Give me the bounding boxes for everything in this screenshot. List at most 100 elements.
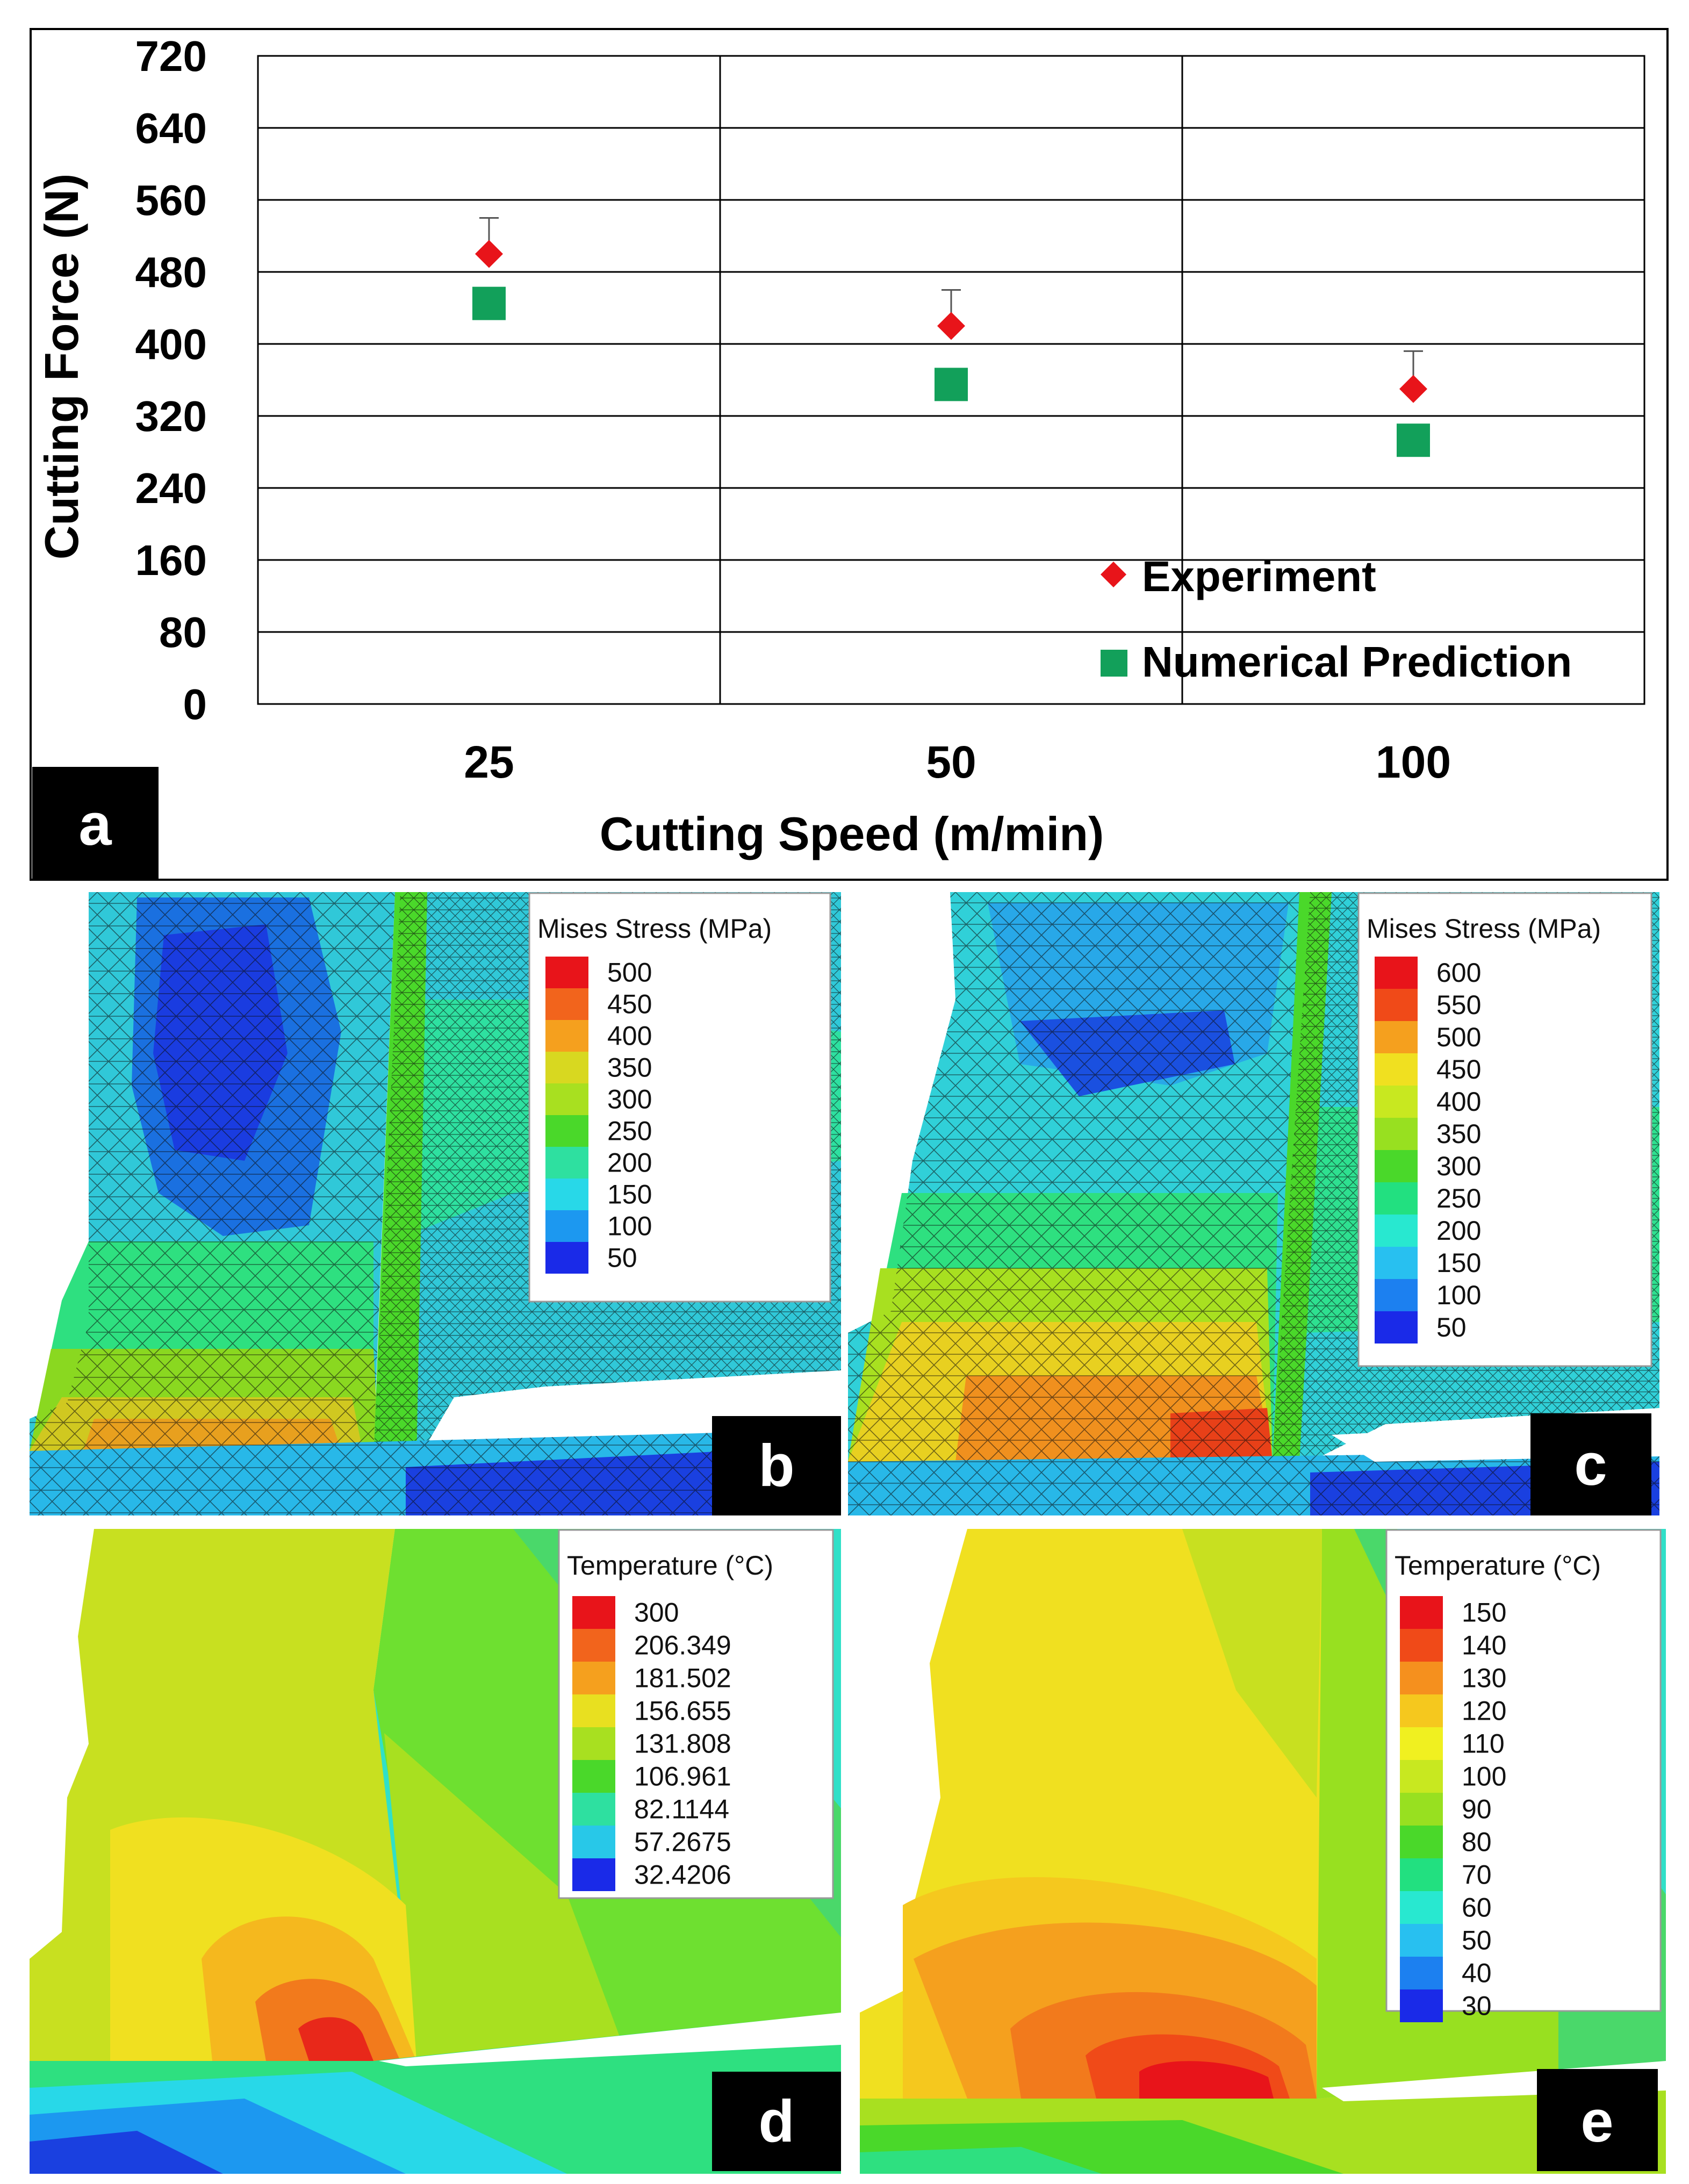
legend-value: 106.961 (634, 1762, 731, 1792)
legend-color-swatch (545, 1052, 588, 1083)
legend-value: 90 (1462, 1794, 1492, 1824)
legend-numerical-label: Numerical Prediction (1142, 638, 1572, 686)
legend-color-swatch (545, 1179, 588, 1210)
numerical-prediction-point (1397, 423, 1430, 457)
legend-color-swatch (572, 1826, 615, 1858)
y-tick-label: 720 (135, 32, 207, 80)
legend-c-title: Mises Stress (MPa) (1367, 914, 1601, 944)
legend-diamond-marker (1100, 561, 1127, 588)
legend-value: 156.655 (634, 1696, 731, 1726)
legend-value: 250 (607, 1116, 652, 1146)
chip-region-b (30, 892, 395, 1451)
legend-value: 32.4206 (634, 1860, 731, 1890)
panel-label-e-text: e (1580, 2088, 1613, 2154)
legend-value: 450 (1436, 1054, 1481, 1084)
chart-svg: 0 80 160 240 320 400 480 560 640 720 25 50 100 Cutt… (30, 28, 1669, 881)
x-axis-label: Cutting Speed (m/min) (600, 807, 1104, 860)
y-tick-label: 480 (135, 248, 207, 296)
panel-label-b: b (712, 1416, 841, 1515)
legend-color-swatch (1400, 1989, 1443, 2022)
legend-color-swatch (572, 1662, 615, 1694)
legend-color-swatch (1375, 1215, 1418, 1247)
legend-color-swatch (1375, 1053, 1418, 1086)
panel-label-d-text: d (758, 2088, 794, 2154)
chip-mesh-c (848, 892, 1310, 1462)
panel-label-e: e (1537, 2069, 1658, 2171)
legend-value: 131.808 (634, 1729, 731, 1759)
workpiece-band-4-d (30, 2131, 223, 2174)
legend-color-swatch (572, 1596, 615, 1629)
y-tick-label: 160 (135, 536, 207, 584)
workpiece-mesh-b (30, 1429, 841, 1515)
legend-color-swatch (1375, 957, 1418, 989)
y-tick-label: 240 (135, 464, 207, 512)
legend-color-swatch (1375, 1150, 1418, 1182)
x-tick-label: 50 (926, 737, 976, 787)
legend-value: 130 (1462, 1663, 1506, 1693)
y-tick-label: 80 (159, 608, 207, 656)
chip-mesh-b (30, 892, 395, 1451)
legend-b: Mises Stress (MPa) 500450400350300250200… (528, 892, 831, 1303)
legend-color-swatch (1375, 1247, 1418, 1279)
legend-value: 30 (1462, 1991, 1492, 2021)
legend-value: 57.2675 (634, 1827, 731, 1857)
legend-color-swatch (572, 1858, 615, 1891)
legend-value: 40 (1462, 1958, 1492, 1988)
legend-value: 250 (1436, 1183, 1481, 1213)
panel-label-c-box (1530, 1413, 1651, 1515)
legend-value: 150 (607, 1180, 652, 1210)
workpiece-band-3-e (860, 2147, 1102, 2174)
temperature-figure-d: Temperature (°C) 300 206.349 181.502 156.65… (30, 1529, 841, 2174)
legend-numerical: Numerical Prediction (1101, 638, 1572, 686)
legend-e-title: Temperature (°C) (1395, 1550, 1601, 1580)
chip-region-e (860, 1529, 1322, 2099)
legend-color-swatch (545, 957, 588, 988)
legend-color-swatch (1375, 1279, 1418, 1311)
legend-value: 400 (1436, 1087, 1481, 1117)
panel-label-d: d (712, 2072, 841, 2171)
chart-frame (30, 28, 1669, 881)
legend-value: 300 (607, 1084, 652, 1115)
temperature-figure-e: Temperature (°C) 150 140 130 120 110 100 90 80 7… (860, 1529, 1666, 2174)
legend-value: 100 (1436, 1280, 1481, 1310)
legend-e: Temperature (°C) 15014013012011010090807… (1385, 1529, 1662, 2022)
legend-c: Mises Stress (MPa) 600550500450400350300… (1357, 892, 1652, 1367)
legend-value: 300 (1436, 1151, 1481, 1181)
legend-color-swatch (572, 1760, 615, 1793)
experiment-point (475, 240, 503, 268)
legend-color-swatch (545, 1210, 588, 1242)
legend-value: 110 (1462, 1729, 1505, 1759)
legend-color-swatch (1375, 1118, 1418, 1150)
legend-value: 120 (1462, 1696, 1506, 1726)
numerical-prediction-point (472, 286, 506, 320)
legend-color-swatch (1400, 1957, 1443, 1989)
legend-color-swatch (1400, 1924, 1443, 1957)
experiment-point (1399, 375, 1427, 403)
panel-label-c-text: c (1574, 1432, 1607, 1498)
legend-color-swatch (545, 1147, 588, 1179)
chart-marks (472, 240, 1430, 457)
legend-value: 50 (607, 1243, 637, 1273)
chip-region-c (848, 892, 1310, 1462)
legend-value: 300 (634, 1598, 679, 1628)
legend-b-title: Mises Stress (MPa) (537, 914, 772, 944)
legend-color-swatch (545, 1020, 588, 1052)
legend-value: 600 (1436, 958, 1481, 988)
legend-value: 80 (1462, 1827, 1492, 1857)
legend-value: 350 (607, 1053, 652, 1083)
chip-cool-band-e (1182, 1529, 1322, 1798)
legend-color-swatch (1375, 1182, 1418, 1215)
legend-value: 50 (1462, 1926, 1492, 1956)
legend-color-swatch (1400, 1596, 1443, 1629)
chart-legend: Experiment Numerical Prediction (1100, 552, 1572, 686)
legend-value: 400 (607, 1021, 652, 1051)
legend-experiment-label: Experiment (1142, 552, 1376, 600)
fem-temperature-d-svg: Temperature (°C) 300206.349181.502156.65… (30, 1529, 841, 2174)
legend-color-swatch (1375, 1086, 1418, 1118)
y-tick-label: 0 (183, 680, 207, 728)
legend-color-swatch (545, 1242, 588, 1274)
legend-d-entries: 300206.349181.502156.655131.808106.96182… (572, 1596, 731, 1891)
legend-color-swatch (572, 1694, 615, 1727)
